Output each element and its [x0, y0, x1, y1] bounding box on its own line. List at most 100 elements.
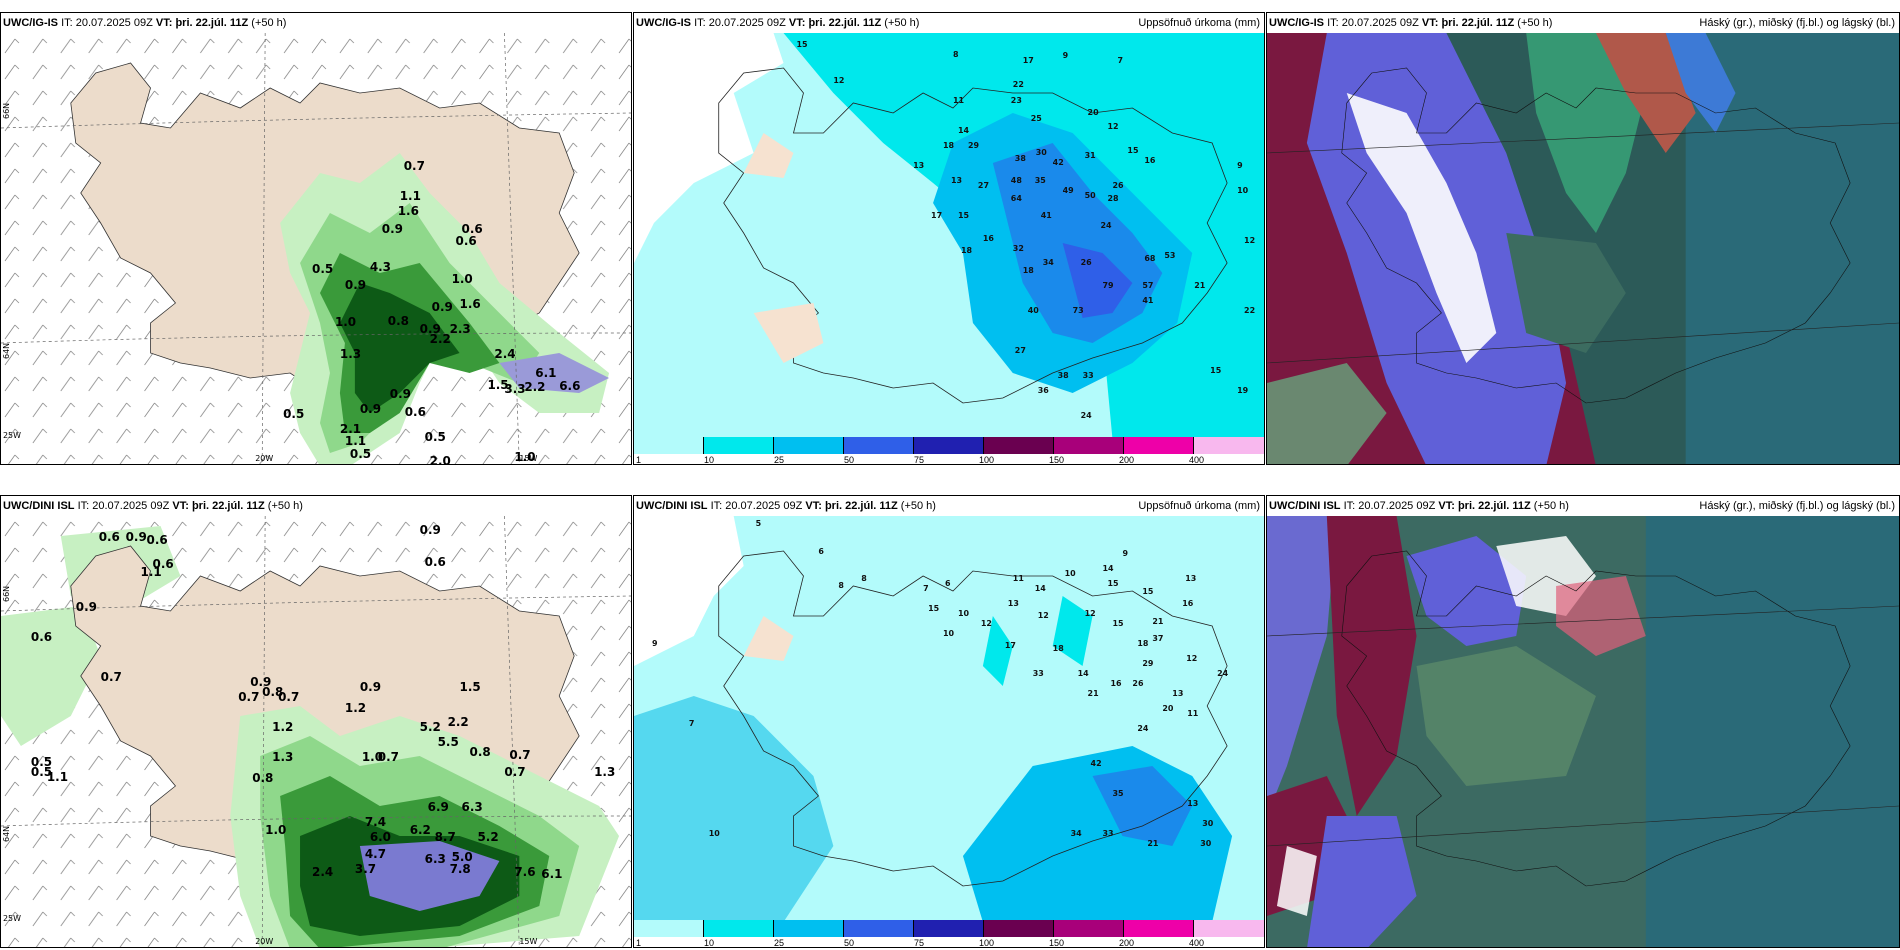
svg-text:25: 25: [1031, 114, 1042, 123]
svg-text:12: 12: [1186, 654, 1197, 663]
colorbar-swatch: [1054, 920, 1124, 937]
colorbar-swatch: [1124, 920, 1194, 937]
svg-text:2.1: 2.1: [340, 422, 361, 436]
svg-text:2.2: 2.2: [430, 332, 451, 346]
cloud-map: [1267, 516, 1899, 947]
svg-text:57: 57: [1142, 281, 1153, 290]
svg-text:14: 14: [1078, 669, 1090, 678]
svg-text:1.1: 1.1: [400, 189, 421, 203]
svg-text:0.9: 0.9: [390, 387, 411, 401]
colorbar-swatch: [704, 437, 774, 454]
svg-text:0.9: 0.9: [76, 600, 97, 614]
svg-text:34: 34: [1043, 258, 1055, 267]
precip-panel-bottom: UWC/DINI ISL IT: 20.07.2025 09Z VT: þri.…: [633, 495, 1265, 948]
svg-text:14: 14: [958, 126, 970, 135]
svg-text:16: 16: [983, 234, 995, 243]
svg-text:0.7: 0.7: [378, 750, 399, 764]
svg-text:0.9: 0.9: [360, 680, 381, 694]
cloud-map: [1267, 33, 1899, 464]
svg-text:1.3: 1.3: [340, 347, 361, 361]
precip-map: 15 12 8 17 9 7 22 23 11 14 25 20 12 18 2…: [634, 33, 1264, 439]
svg-text:10: 10: [943, 629, 955, 638]
svg-text:0.7: 0.7: [509, 748, 530, 762]
svg-text:0.5: 0.5: [31, 765, 52, 779]
svg-text:21: 21: [1088, 689, 1099, 698]
svg-text:1.1: 1.1: [345, 434, 366, 448]
colorbar-tick: 10: [704, 938, 715, 948]
svg-text:10: 10: [958, 609, 970, 618]
svg-text:0.9: 0.9: [420, 523, 441, 537]
svg-text:5.0: 5.0: [452, 850, 473, 864]
svg-text:15: 15: [1142, 587, 1153, 596]
svg-text:23: 23: [1011, 96, 1022, 105]
svg-text:42: 42: [1091, 759, 1102, 768]
svg-text:53: 53: [1164, 251, 1175, 260]
svg-text:38: 38: [1015, 154, 1027, 163]
svg-text:31: 31: [1085, 151, 1096, 160]
svg-text:1.6: 1.6: [460, 297, 481, 311]
svg-text:15: 15: [928, 604, 939, 613]
svg-text:5.2: 5.2: [477, 830, 498, 844]
cloud-panel-bottom: UWC/DINI ISL IT: 20.07.2025 09Z VT: þri.…: [1266, 495, 1900, 948]
svg-text:33: 33: [1033, 669, 1044, 678]
svg-text:21: 21: [1147, 839, 1158, 848]
svg-text:35: 35: [1112, 789, 1123, 798]
colorbar-tick: 50: [844, 938, 855, 948]
svg-text:29: 29: [1142, 659, 1154, 668]
svg-text:6.6: 6.6: [559, 379, 580, 393]
colorbar-tick: 400: [1189, 938, 1205, 948]
svg-text:2.0: 2.0: [430, 454, 451, 465]
colorbar-swatch: [634, 437, 704, 454]
svg-text:5.5: 5.5: [438, 735, 459, 749]
svg-text:15: 15: [1127, 146, 1138, 155]
precip-map: 5 6 8 8 7 6 11 14 13 10 14 15 9 12 12 15…: [634, 516, 1264, 922]
svg-text:17: 17: [1005, 641, 1016, 650]
svg-text:7.8: 7.8: [450, 862, 471, 876]
svg-text:0.6: 0.6: [153, 557, 174, 571]
svg-text:49: 49: [1063, 186, 1075, 195]
svg-text:13: 13: [1187, 799, 1198, 808]
svg-text:50: 50: [1085, 191, 1097, 200]
svg-text:35: 35: [1035, 176, 1046, 185]
svg-text:2.2: 2.2: [524, 380, 545, 394]
svg-text:7: 7: [689, 719, 695, 728]
svg-text:0.9: 0.9: [360, 402, 381, 416]
svg-text:6: 6: [945, 579, 951, 588]
svg-text:0.9: 0.9: [250, 675, 271, 689]
svg-text:32: 32: [1013, 244, 1024, 253]
svg-text:0.9: 0.9: [382, 222, 403, 236]
precip-title: Uppsöfnuð úrkoma (mm): [1138, 500, 1260, 512]
svg-text:0.9: 0.9: [126, 530, 147, 544]
colorbar-tick: 75: [914, 938, 925, 948]
svg-text:64: 64: [1011, 194, 1023, 203]
svg-text:1.2: 1.2: [345, 701, 366, 715]
svg-text:20W: 20W: [255, 937, 273, 946]
svg-text:0.6: 0.6: [31, 630, 52, 644]
svg-text:41: 41: [1142, 296, 1153, 305]
colorbar-swatch: [844, 437, 914, 454]
svg-text:18: 18: [961, 246, 973, 255]
panel-header: UWC/DINI ISL IT: 20.07.2025 09Z VT: þri.…: [1269, 500, 1569, 512]
svg-text:0.6: 0.6: [99, 530, 120, 544]
svg-text:10: 10: [1237, 186, 1249, 195]
wind-panel-bottom: UWC/DINI ISL IT: 20.07.2025 09Z VT: þri.…: [0, 495, 632, 948]
svg-text:21: 21: [1152, 617, 1163, 626]
svg-text:12: 12: [1244, 236, 1255, 245]
wind-map: 66N 64N 25W 20W 15W 0.7 1.1 1.6 0.9 0.6 …: [1, 33, 631, 465]
svg-text:14: 14: [1103, 564, 1115, 573]
svg-text:13: 13: [1185, 574, 1196, 583]
svg-text:0.8: 0.8: [262, 685, 283, 699]
svg-text:18: 18: [1137, 639, 1149, 648]
svg-text:25W: 25W: [3, 914, 21, 923]
svg-text:1.2: 1.2: [272, 720, 293, 734]
panel-header: UWC/DINI ISL IT: 20.07.2025 09Z VT: þri.…: [636, 500, 936, 512]
colorbar-swatch: [704, 920, 774, 937]
svg-text:1.1: 1.1: [47, 770, 68, 784]
svg-text:1.3: 1.3: [594, 765, 615, 779]
svg-text:22: 22: [1244, 306, 1255, 315]
svg-text:6.3: 6.3: [462, 800, 483, 814]
svg-text:27: 27: [978, 181, 989, 190]
svg-text:13: 13: [951, 176, 962, 185]
svg-text:7.4: 7.4: [365, 815, 386, 829]
svg-text:66N: 66N: [2, 586, 11, 602]
